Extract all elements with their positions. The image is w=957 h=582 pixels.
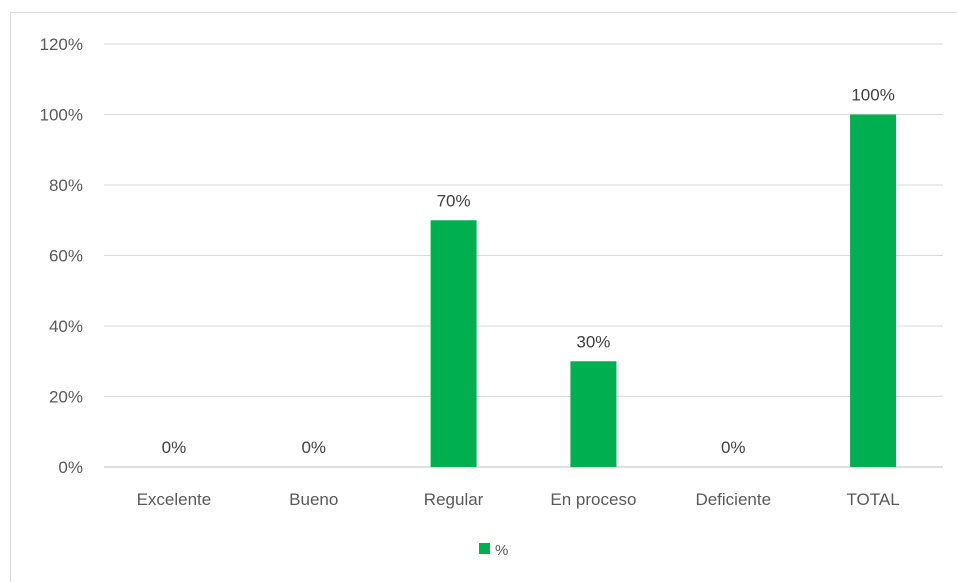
y-tick-label: 100%	[40, 106, 83, 125]
x-axis-categories: Excelente Bueno Regular En proceso Deficient…	[137, 490, 900, 509]
chart-area	[10, 12, 957, 582]
category-label: TOTAL	[846, 490, 899, 509]
data-label: 30%	[576, 332, 610, 351]
bar-regular	[430, 220, 477, 467]
category-label: Regular	[424, 490, 484, 509]
legend-swatch	[479, 543, 490, 554]
data-labels: 0% 0% 70% 30% 0% 100%	[162, 86, 895, 458]
y-tick-label: 40%	[49, 317, 83, 336]
data-label: 70%	[437, 191, 471, 210]
data-label: 100%	[851, 86, 894, 105]
category-label: Bueno	[289, 490, 338, 509]
category-label: Deficiente	[695, 490, 771, 509]
y-axis-ticks: 0% 20% 40% 60% 80% 100% 120%	[40, 35, 83, 477]
category-label: En proceso	[550, 490, 636, 509]
data-label: 0%	[162, 438, 187, 457]
bar-total	[850, 114, 897, 467]
y-tick-label: 0%	[58, 458, 83, 477]
y-tick-label: 60%	[49, 247, 83, 266]
legend: %	[479, 542, 508, 559]
y-tick-label: 20%	[49, 388, 83, 407]
legend-label: %	[495, 542, 508, 559]
y-tick-label: 80%	[49, 176, 83, 195]
y-tick-label: 120%	[40, 35, 83, 54]
category-label: Excelente	[137, 490, 212, 509]
data-label: 0%	[721, 438, 746, 457]
data-label: 0%	[301, 438, 326, 457]
gridlines	[104, 43, 943, 468]
bar-en-proceso	[570, 361, 617, 467]
bars	[430, 114, 897, 467]
